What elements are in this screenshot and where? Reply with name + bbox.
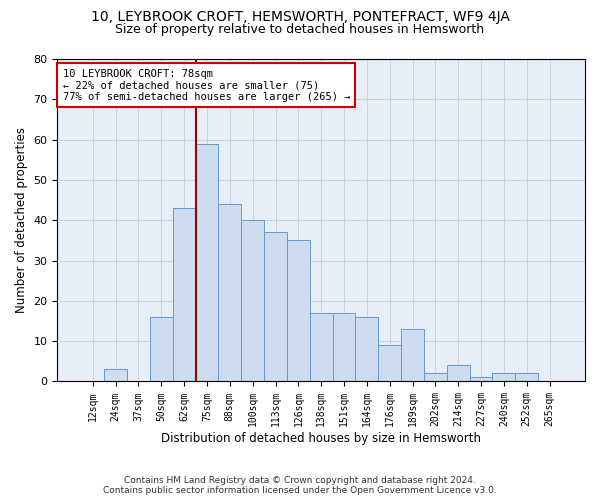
Bar (287, 240, 310, 382)
X-axis label: Distribution of detached houses by size in Hemsworth: Distribution of detached houses by size … (161, 432, 481, 445)
Text: 10 LEYBROOK CROFT: 78sqm
← 22% of detached houses are smaller (75)
77% of semi-d: 10 LEYBROOK CROFT: 78sqm ← 22% of detach… (62, 68, 350, 102)
Bar (310, 313, 332, 382)
Bar (332, 313, 355, 382)
Bar (493, 374, 515, 382)
Text: Contains HM Land Registry data © Crown copyright and database right 2024.
Contai: Contains HM Land Registry data © Crown c… (103, 476, 497, 495)
Text: 10, LEYBROOK CROFT, HEMSWORTH, PONTEFRACT, WF9 4JA: 10, LEYBROOK CROFT, HEMSWORTH, PONTEFRAC… (91, 10, 509, 24)
Bar (218, 204, 241, 382)
Bar (515, 374, 538, 382)
Bar (447, 366, 470, 382)
Bar (173, 208, 196, 382)
Bar (355, 317, 379, 382)
Text: Size of property relative to detached houses in Hemsworth: Size of property relative to detached ho… (115, 22, 485, 36)
Bar (424, 374, 447, 382)
Bar (401, 329, 424, 382)
Bar (470, 378, 493, 382)
Bar (264, 232, 287, 382)
Y-axis label: Number of detached properties: Number of detached properties (15, 127, 28, 313)
Bar (379, 345, 401, 382)
Bar (104, 370, 127, 382)
Bar (241, 220, 264, 382)
Bar (196, 144, 218, 382)
Bar (150, 317, 173, 382)
